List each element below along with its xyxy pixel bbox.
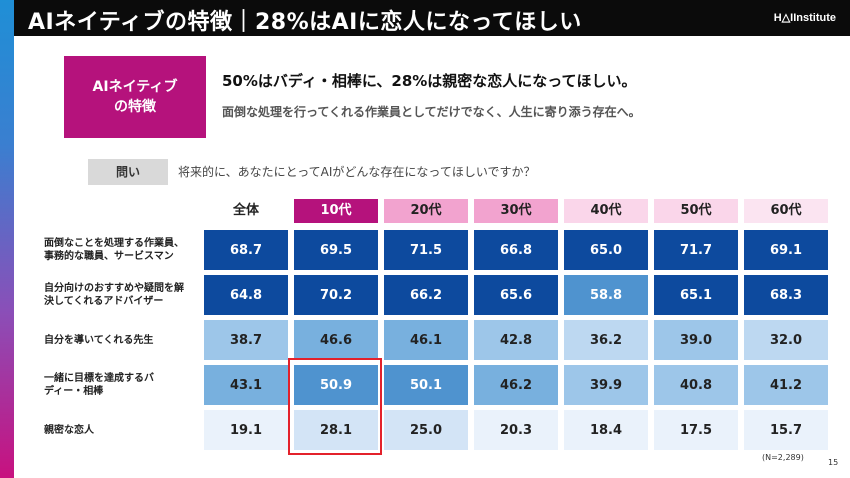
table-cell: 18.4	[564, 410, 648, 450]
row-label: 親密な恋人	[44, 410, 204, 450]
table-cell: 50.9	[294, 365, 378, 405]
headline: 50%はバディ・相棒に、28%は親密な恋人になってほしい。	[222, 72, 637, 90]
feature-badge: AIネイティブ の特徴	[64, 56, 206, 138]
table-cell: 65.6	[474, 275, 558, 315]
table-cell: 32.0	[744, 320, 828, 360]
header-bar: AIネイティブの特徴｜28%はAIに恋人になってほしい H△IInstitute	[14, 0, 850, 36]
table-cell: 71.5	[384, 230, 468, 270]
row-label-line: 面倒なことを処理する作業員、	[44, 238, 184, 249]
table-cell: 15.7	[744, 410, 828, 450]
table-cell: 50.1	[384, 365, 468, 405]
page-number: 15	[828, 458, 839, 467]
table-cell: 64.8	[204, 275, 288, 315]
table-cell: 41.2	[744, 365, 828, 405]
column-header: 60代	[744, 199, 828, 223]
column-header: 10代	[294, 199, 378, 223]
row-label-line: 自分を導いてくれる先生	[44, 334, 154, 346]
column-header: 30代	[474, 199, 558, 223]
table-cell: 58.8	[564, 275, 648, 315]
row-label: 一緒に目標を達成するバ ディー・相棒	[44, 365, 204, 405]
table-cell: 71.7	[654, 230, 738, 270]
hai-institute-logo: H△IInstitute	[773, 12, 836, 24]
table-cell: 25.0	[384, 410, 468, 450]
table-cell: 42.8	[474, 320, 558, 360]
table-cell: 38.7	[204, 320, 288, 360]
row-label-line: 決してくれるアドバイザー	[44, 296, 164, 307]
row-label: 自分を導いてくれる先生	[44, 320, 204, 360]
table-cell: 28.1	[294, 410, 378, 450]
table-cell: 46.2	[474, 365, 558, 405]
column-header: 全体	[232, 203, 259, 218]
table-cell: 68.3	[744, 275, 828, 315]
table-cell: 66.2	[384, 275, 468, 315]
question-text: 将来的に、あなたにとってAIがどんな存在になってほしいですか？	[178, 165, 536, 179]
table-cell: 69.5	[294, 230, 378, 270]
table-cell: 19.1	[204, 410, 288, 450]
table-cell: 46.1	[384, 320, 468, 360]
row-label-line: 一緒に目標を達成するバ	[44, 373, 154, 384]
row-label-line: 親密な恋人	[44, 424, 94, 436]
row-label-line: 自分向けのおすすめや疑問を解	[44, 283, 184, 294]
badge-line-1: AIネイティブ	[92, 79, 178, 95]
row-label: 自分向けのおすすめや疑問を解 決してくれるアドバイザー	[44, 275, 204, 315]
sample-size-note: (N=2,289)	[762, 453, 804, 462]
left-accent-stripe	[0, 0, 14, 478]
table-cell: 43.1	[204, 365, 288, 405]
table-cell: 39.0	[654, 320, 738, 360]
table-cell: 65.1	[654, 275, 738, 315]
highlight-box-10s	[288, 358, 382, 455]
question-label: 問い	[88, 159, 168, 185]
column-header: 50代	[654, 199, 738, 223]
table-cell: 70.2	[294, 275, 378, 315]
table-cell: 40.8	[654, 365, 738, 405]
table-cell: 65.0	[564, 230, 648, 270]
table-cell: 46.6	[294, 320, 378, 360]
table-cell: 20.3	[474, 410, 558, 450]
table-cell: 17.5	[654, 410, 738, 450]
table-cell: 39.9	[564, 365, 648, 405]
table-cell: 66.8	[474, 230, 558, 270]
badge-line-2: の特徴	[114, 99, 156, 115]
column-header: 20代	[384, 199, 468, 223]
row-label-line: 事務的な職員、サービスマン	[44, 251, 174, 262]
column-header: 40代	[564, 199, 648, 223]
page-title: AIネイティブの特徴｜28%はAIに恋人になってほしい	[28, 10, 582, 35]
table-cell: 69.1	[744, 230, 828, 270]
table-cell: 36.2	[564, 320, 648, 360]
table-cell: 68.7	[204, 230, 288, 270]
row-label: 面倒なことを処理する作業員、 事務的な職員、サービスマン	[44, 230, 204, 270]
subheadline: 面倒な処理を行ってくれる作業員としてだけでなく、人生に寄り添う存在へ。	[222, 105, 641, 119]
row-label-line: ディー・相棒	[44, 386, 104, 397]
